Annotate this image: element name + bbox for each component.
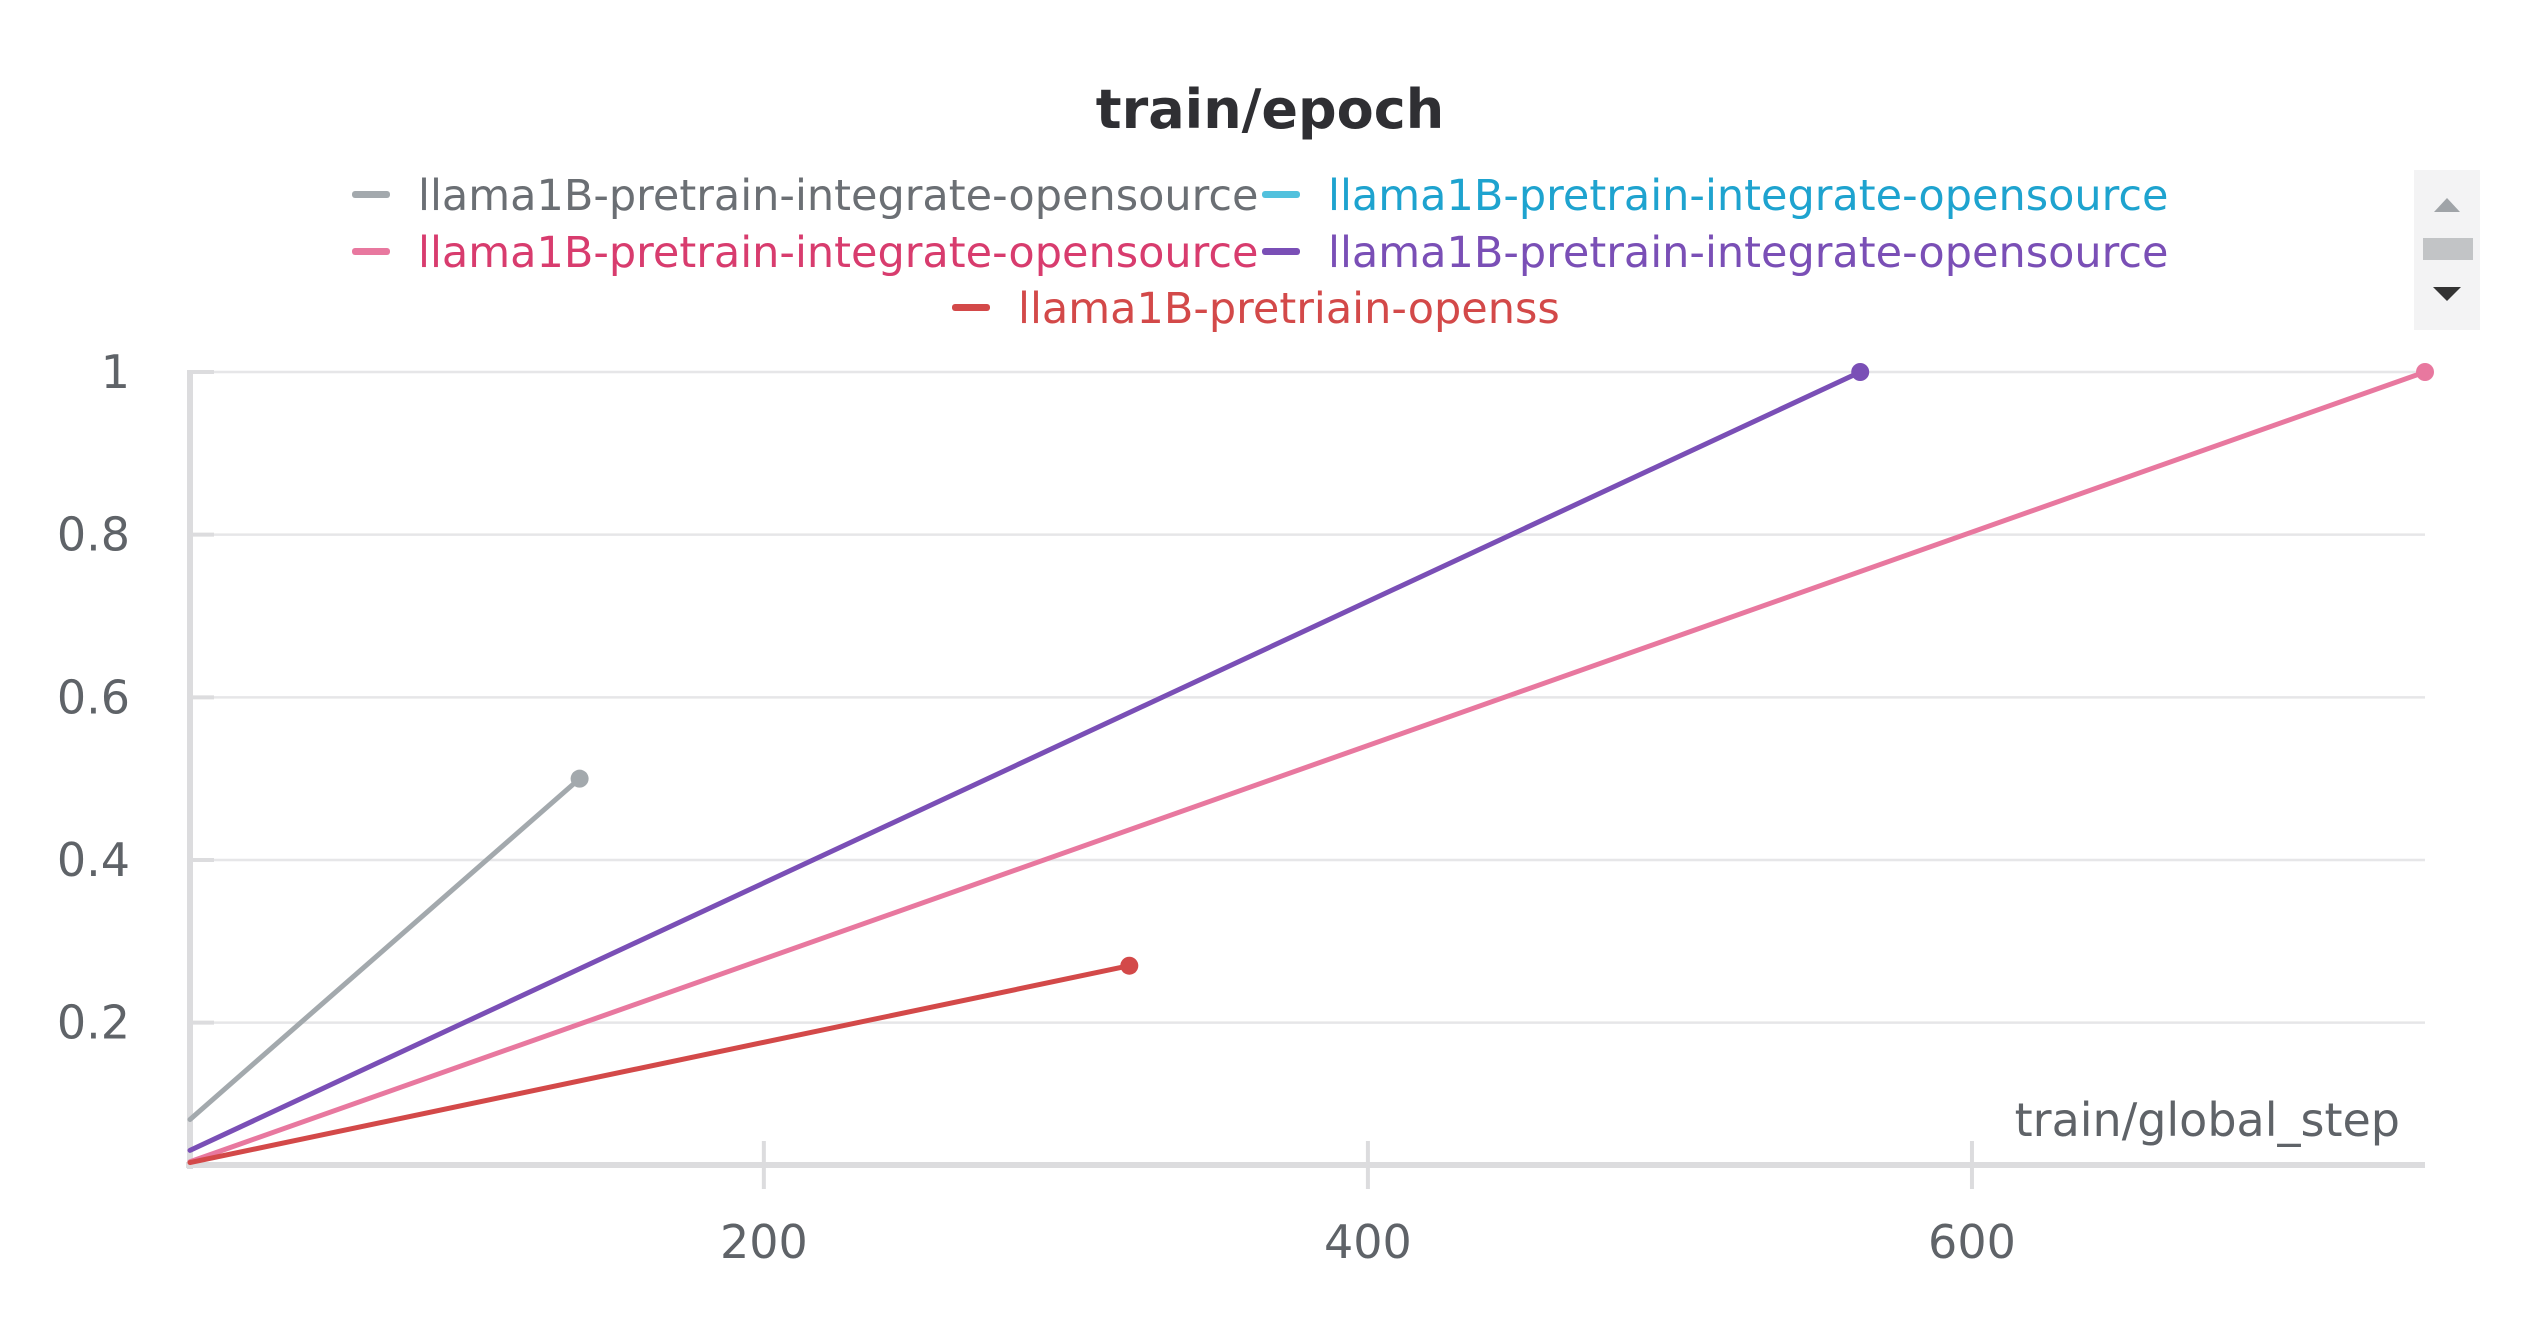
y-tick-label: 0.4 [57, 833, 130, 887]
legend-swatch [352, 191, 390, 198]
x-axis-title: train/global_step [2015, 1093, 2400, 1147]
legend-item-3[interactable]: llama1B-pretrain-integrate-opensource [352, 228, 1259, 278]
triangle-down-icon[interactable] [2433, 287, 2461, 301]
y-tick-label: 0.8 [57, 508, 130, 562]
series-line-4 [187, 369, 1863, 1153]
x-tick-label: 400 [1324, 1215, 1412, 1269]
legend-swatch [352, 248, 390, 255]
y-tick-label: 0.6 [57, 670, 130, 724]
legend-item-1[interactable]: llama1B-pretrain-integrate-opensource [352, 171, 1259, 221]
triangle-up-icon[interactable] [2434, 198, 2460, 212]
series-end-point-1 [570, 769, 589, 788]
y-tick-label: 1 [101, 345, 130, 399]
x-tick-label: 200 [720, 1215, 808, 1269]
legend-label: llama1B-pretrain-integrate-opensource [418, 228, 1259, 278]
series-line-1 [187, 776, 583, 1122]
series-end-point-3 [2416, 363, 2434, 381]
y-tick-label: 0.2 [57, 996, 130, 1050]
chart-title: train/epoch [1096, 78, 1444, 141]
legend: llama1B-pretrain-integrate-opensource lla… [352, 171, 2169, 334]
x-tick-label: 600 [1928, 1215, 2016, 1269]
legend-label: llama1B-pretriain-openss [1018, 284, 1560, 334]
legend-label: llama1B-pretrain-integrate-opensource [1328, 228, 2169, 278]
legend-label: llama1B-pretrain-integrate-opensource [1328, 171, 2169, 221]
legend-item-5[interactable]: llama1B-pretriain-openss [952, 284, 1560, 334]
legend-item-2[interactable]: llama1B-pretrain-integrate-opensource [1262, 171, 2169, 221]
grid [200, 370, 2425, 1024]
legend-scroller[interactable] [2414, 170, 2480, 330]
series-end-point-4 [1851, 363, 1870, 381]
axes: 0.2 0.4 0.6 0.8 1 200 400 600 [57, 345, 2425, 1269]
scroll-thumb[interactable] [2423, 238, 2473, 260]
legend-item-4[interactable]: llama1B-pretrain-integrate-opensource [1262, 228, 2169, 278]
series-line-3 [187, 369, 2428, 1165]
series-line-5 [187, 963, 1132, 1166]
legend-label: llama1B-pretrain-integrate-opensource [418, 171, 1259, 221]
series-layer [187, 363, 2434, 1166]
series-end-point-5 [1120, 956, 1139, 975]
legend-swatch [1262, 191, 1300, 198]
legend-swatch [1262, 248, 1300, 255]
legend-swatch [952, 304, 990, 311]
